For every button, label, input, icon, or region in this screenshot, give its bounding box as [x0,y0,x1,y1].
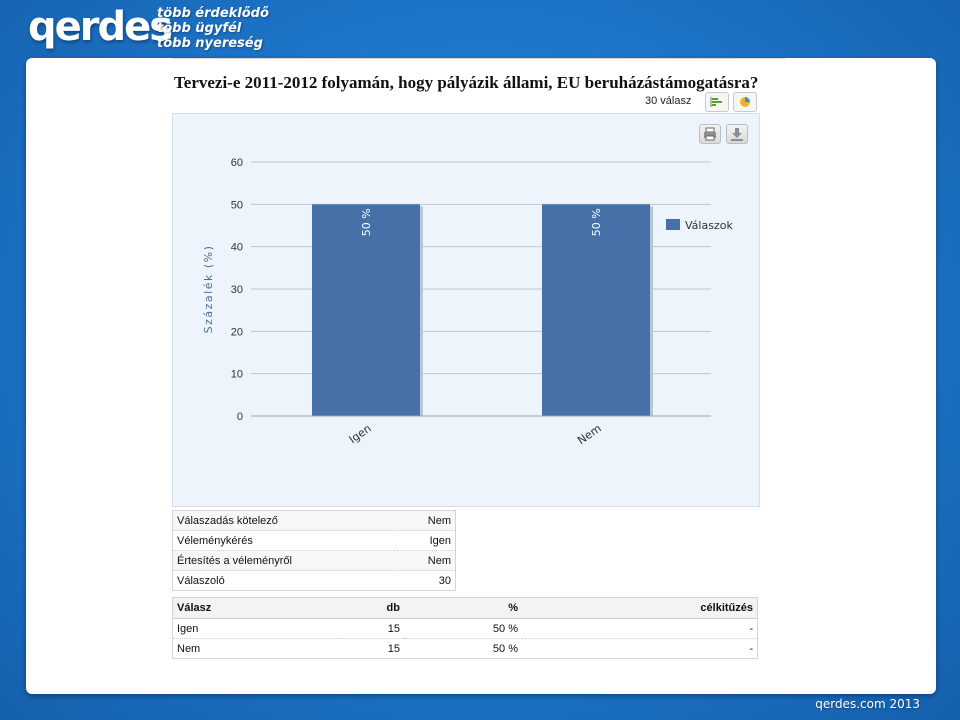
property-label: Válaszadás kötelező [172,510,398,531]
property-value: Nem [397,510,456,531]
answer-text: Nem [172,638,341,659]
divider [172,58,785,59]
print-icon [704,127,716,141]
answer-percent: 50 % [404,618,522,639]
pie-chart-icon [740,97,750,107]
slogan-1: több érdeklődő [157,6,269,21]
legend-swatch [666,219,680,230]
property-value: Nem [397,550,456,571]
header-percent: % [404,597,522,619]
answers-table: Válasz db % célkitűzés Igen 15 50 % - Nem 15 5… [172,597,758,659]
header-db: db [341,597,404,619]
answer-target: - [522,638,758,659]
print-button[interactable] [699,124,721,144]
property-value: Igen [397,530,456,551]
y-axis-label: Százalék (%) [202,245,215,334]
answers-count: 30 válasz [645,95,692,107]
slogan-3: több nyereség [157,36,263,51]
bar [542,204,650,416]
data-label: 50 % [360,208,373,236]
y-tick-label: 60 [231,157,243,169]
y-tick-label: 40 [231,242,243,254]
download-button[interactable] [726,124,748,144]
header-valasz: Válasz [172,597,341,619]
answer-count: 15 [341,638,404,659]
bar [312,204,420,416]
y-tick-label: 10 [231,369,243,381]
answer-count: 15 [341,618,404,639]
property-value: 30 [397,570,456,591]
bar-chart: 0 10 20 30 40 50 60 Százalék (%) 50 % Igen 50 % Nem… [202,157,733,447]
bar-chart-icon [710,97,722,107]
properties-table: Válaszadás kötelező Nem Véleménykérés Igen É… [172,510,456,591]
logo-wordmark: qerdes [28,4,173,50]
answers-header-row: Válasz db % célkitűzés [172,597,758,619]
property-row: Válaszadás kötelező Nem [172,510,456,531]
answer-text: Igen [172,618,341,639]
property-row: Értesítés a véleményről Nem [172,550,456,571]
y-tick-label: 0 [237,411,243,423]
property-label: Értesítés a véleményről [172,550,398,571]
property-label: Válaszoló [172,570,398,591]
y-tick-label: 30 [231,284,243,296]
x-tick-label: Igen [347,422,374,446]
pie-view-button[interactable] [733,92,757,112]
property-row: Válaszoló 30 [172,570,456,591]
property-row: Véleménykérés Igen [172,530,456,551]
x-tick-label: Nem [575,422,604,447]
data-label: 50 % [590,208,603,236]
answer-target: - [522,618,758,639]
table-row: Igen 15 50 % - [172,618,758,639]
y-tick-label: 20 [231,326,243,338]
answer-percent: 50 % [404,638,522,659]
footer-copyright: qerdes.com 2013 [815,697,920,711]
slogan-2: több ügyfél [157,21,242,36]
y-tick-label: 50 [231,199,243,211]
content-panel: Tervezi-e 2011-2012 folyamán, hogy pályá… [26,58,936,694]
property-label: Véleménykérés [172,530,398,551]
download-icon [731,128,743,141]
question-title: Tervezi-e 2011-2012 folyamán, hogy pályá… [174,73,759,92]
table-row: Nem 15 50 % - [172,638,758,659]
bar-view-button[interactable] [705,92,729,112]
survey-result-frame: Tervezi-e 2011-2012 folyamán, hogy pályá… [172,58,785,678]
chart-area: 0 10 20 30 40 50 60 Százalék (%) 50 % Igen 50 % Nem… [172,113,760,507]
legend-label: Válaszok [685,219,733,232]
header-celkituzes: célkitűzés [522,597,758,619]
slogan-block: több érdeklődő több ügyfél több nyereség [157,6,269,51]
